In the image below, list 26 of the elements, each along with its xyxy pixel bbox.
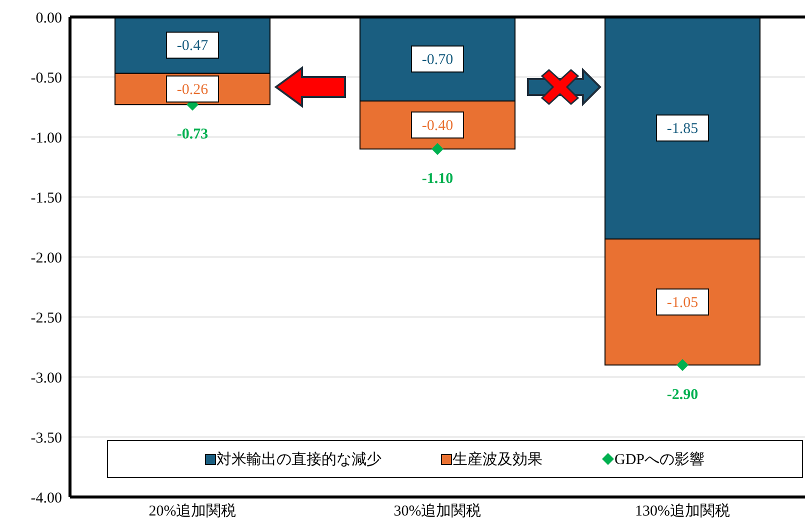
y-tick-label: -2.50 (30, 310, 62, 326)
data-label: -1.85 (666, 121, 698, 137)
data-label: -2.90 (666, 387, 698, 403)
legend-label: GDPへの影響 (614, 450, 704, 468)
legend-label: 生産波及効果 (452, 450, 542, 468)
y-tick-label: -3.50 (30, 430, 62, 446)
y-tick-label: -4.00 (30, 490, 62, 506)
data-label: -0.47 (176, 38, 209, 54)
data-label: -0.26 (176, 82, 209, 98)
x-tick-label: 30%追加関税 (394, 502, 482, 520)
y-tick-label: -1.50 (30, 190, 62, 206)
point (676, 359, 688, 371)
point (432, 143, 444, 155)
data-label: -0.40 (422, 118, 454, 134)
y-tick-label: -0.50 (30, 70, 62, 86)
x-tick-label: 130%追加関税 (635, 502, 730, 520)
y-tick-label: -2.00 (30, 250, 62, 266)
legend-label: 対米輸出の直接的な減少 (216, 450, 382, 468)
y-tick-label: -1.00 (30, 130, 62, 146)
data-label: -1.05 (666, 295, 698, 311)
data-label: -0.73 (176, 126, 208, 143)
data-label: -0.70 (422, 52, 454, 68)
y-tick-label: 0.00 (36, 10, 62, 26)
data-label: -1.10 (422, 171, 454, 187)
x-tick-label: 20%追加関税 (148, 502, 236, 520)
y-tick-label: -3.00 (30, 370, 62, 386)
